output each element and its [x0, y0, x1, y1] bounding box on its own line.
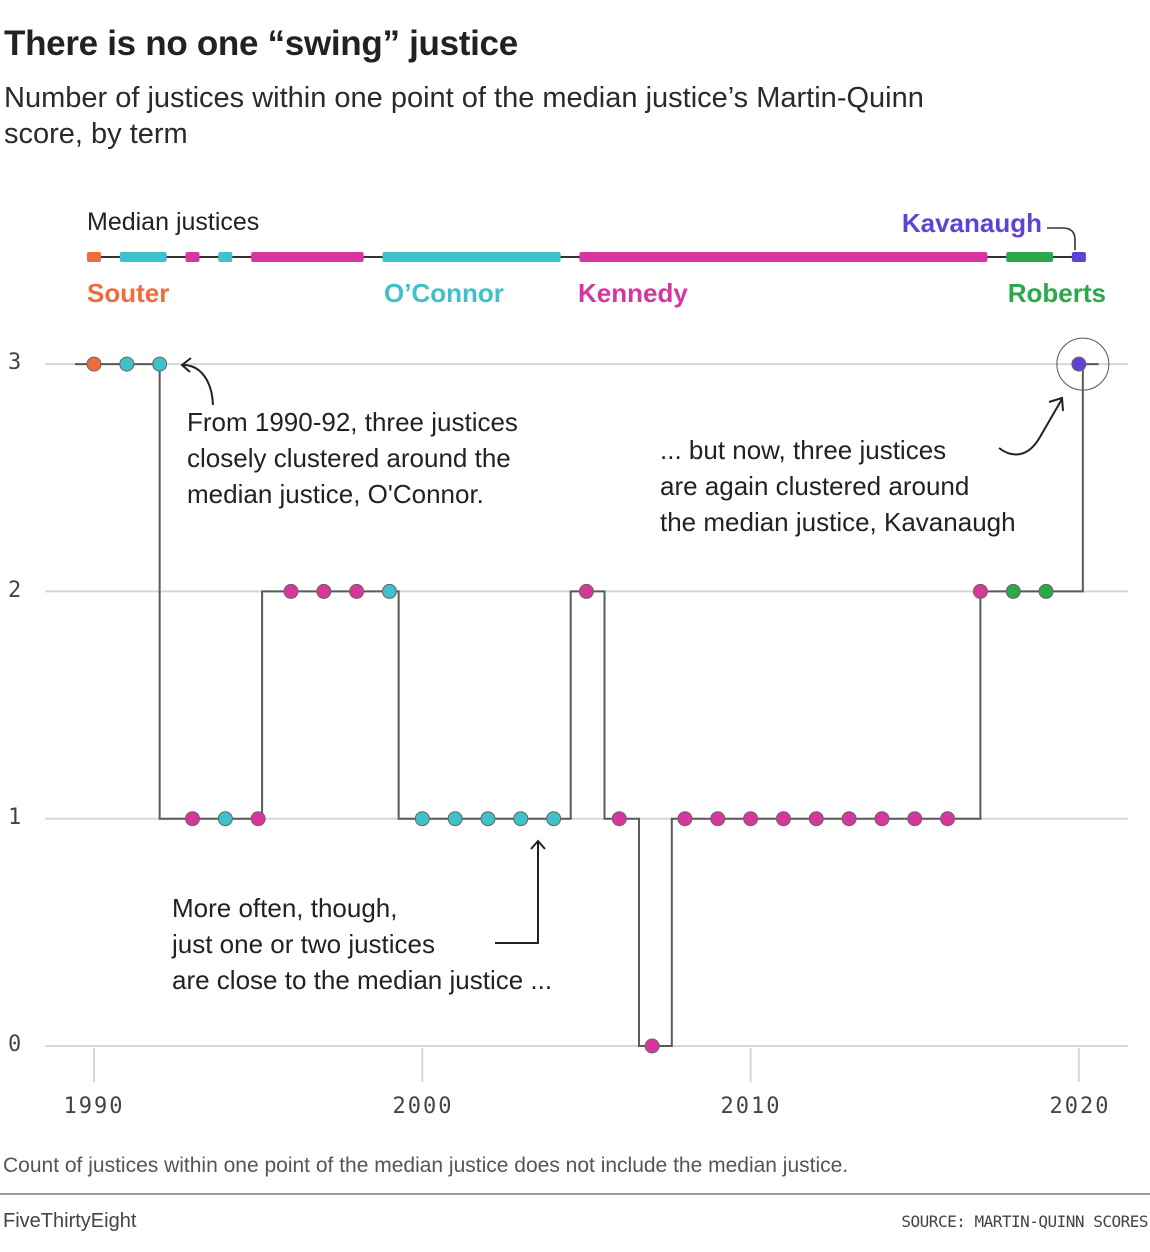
footnote: Count of justices within one point of th… [3, 1154, 849, 1177]
chart-title: There is no one “swing” justice [4, 24, 518, 63]
subtitle-line: Number of justices within one point of t… [4, 82, 924, 114]
timeline-bar-souter [87, 252, 101, 262]
footer-divider [0, 1193, 1150, 1195]
legend-souter: Souter [87, 278, 170, 308]
data-point [808, 811, 824, 827]
data-point [1005, 583, 1021, 599]
arrow-early-head [180, 357, 192, 373]
timeline-bar-kavanaugh [1071, 252, 1086, 262]
data-point [841, 811, 857, 827]
data-point [480, 811, 496, 827]
kavanaugh-connector [1047, 227, 1076, 250]
data-point [414, 811, 430, 827]
data-point [775, 811, 791, 827]
x-tick-2000: 2000 [392, 1094, 454, 1119]
timeline-bar-kennedy [185, 252, 200, 262]
data-point [86, 356, 102, 372]
data-point [874, 811, 890, 827]
annotation-middle: More often, though, just one or two just… [172, 890, 552, 998]
x-tick-2010: 2010 [720, 1094, 782, 1119]
annotation-line: just one or two justices [172, 929, 436, 959]
chart-subtitle: Number of justices within one point of t… [4, 80, 924, 152]
timeline-bar-kennedy [251, 252, 364, 262]
data-point [644, 1038, 660, 1054]
data-point [349, 583, 365, 599]
data-point [250, 811, 266, 827]
annotation-line: ... but now, three justices [660, 435, 947, 465]
arrow-middle [495, 841, 539, 944]
data-point [119, 356, 135, 372]
data-point [283, 583, 299, 599]
legend-kennedy: Kennedy [578, 278, 688, 308]
legend-oconnor: O’Connor [384, 278, 504, 308]
data-point [381, 583, 397, 599]
data-point [316, 583, 332, 599]
data-point [546, 811, 562, 827]
annotation-line: are again clustered around [660, 471, 970, 501]
data-point [710, 811, 726, 827]
annotation-line: More often, though, [172, 893, 398, 923]
data-point [152, 356, 168, 372]
legend-kavanaugh: Kavanaugh [901, 208, 1042, 238]
data-point [972, 583, 988, 599]
data-point [184, 811, 200, 827]
y-tick-2: 2 [8, 578, 22, 603]
data-point [578, 583, 594, 599]
data-point [1071, 356, 1087, 372]
annotation-line: are close to the median justice ... [172, 965, 553, 995]
arrow-now [998, 398, 1063, 456]
timeline-bar-oconnor [218, 252, 233, 262]
annotation-line: median justice, O'Connor. [187, 479, 484, 509]
highlight-ring [1056, 337, 1110, 391]
x-tick-1990: 1990 [63, 1094, 125, 1119]
step-line [74, 363, 1099, 1047]
timeline-bar-oconnor [119, 252, 167, 262]
data-point [217, 811, 233, 827]
annotation-now: ... but now, three justices are again cl… [660, 432, 1016, 540]
subtitle-line: score, by term [4, 118, 188, 150]
y-tick-0: 0 [8, 1032, 22, 1057]
data-point [513, 811, 529, 827]
annotation-line: closely clustered around the [187, 443, 511, 473]
brand-label: FiveThirtyEight [3, 1210, 137, 1232]
data-point [447, 811, 463, 827]
data-point [677, 811, 693, 827]
timeline-label: Median justices [87, 208, 260, 236]
arrow-middle-head [530, 839, 546, 850]
data-point [1038, 583, 1054, 599]
annotation-line: From 1990-92, three justices [187, 407, 518, 437]
arrow-now-head [1048, 396, 1064, 412]
y-tick-3: 3 [8, 350, 22, 375]
x-tick-2020: 2020 [1049, 1094, 1111, 1119]
timeline-bar-oconnor [382, 252, 561, 262]
data-point [907, 811, 923, 827]
data-point [611, 811, 627, 827]
data-point [743, 811, 759, 827]
y-tick-1: 1 [8, 805, 22, 830]
legend-roberts: Roberts [1007, 278, 1106, 308]
timeline-bar-kennedy [579, 252, 988, 262]
arrow-early [182, 364, 214, 406]
data-point [940, 811, 956, 827]
timeline-bar-roberts [1006, 252, 1054, 262]
annotation-line: the median justice, Kavanaugh [660, 507, 1016, 537]
annotation-early: From 1990-92, three justices closely clu… [187, 404, 518, 512]
source-label: SOURCE: MARTIN-QUINN SCORES [901, 1212, 1148, 1231]
